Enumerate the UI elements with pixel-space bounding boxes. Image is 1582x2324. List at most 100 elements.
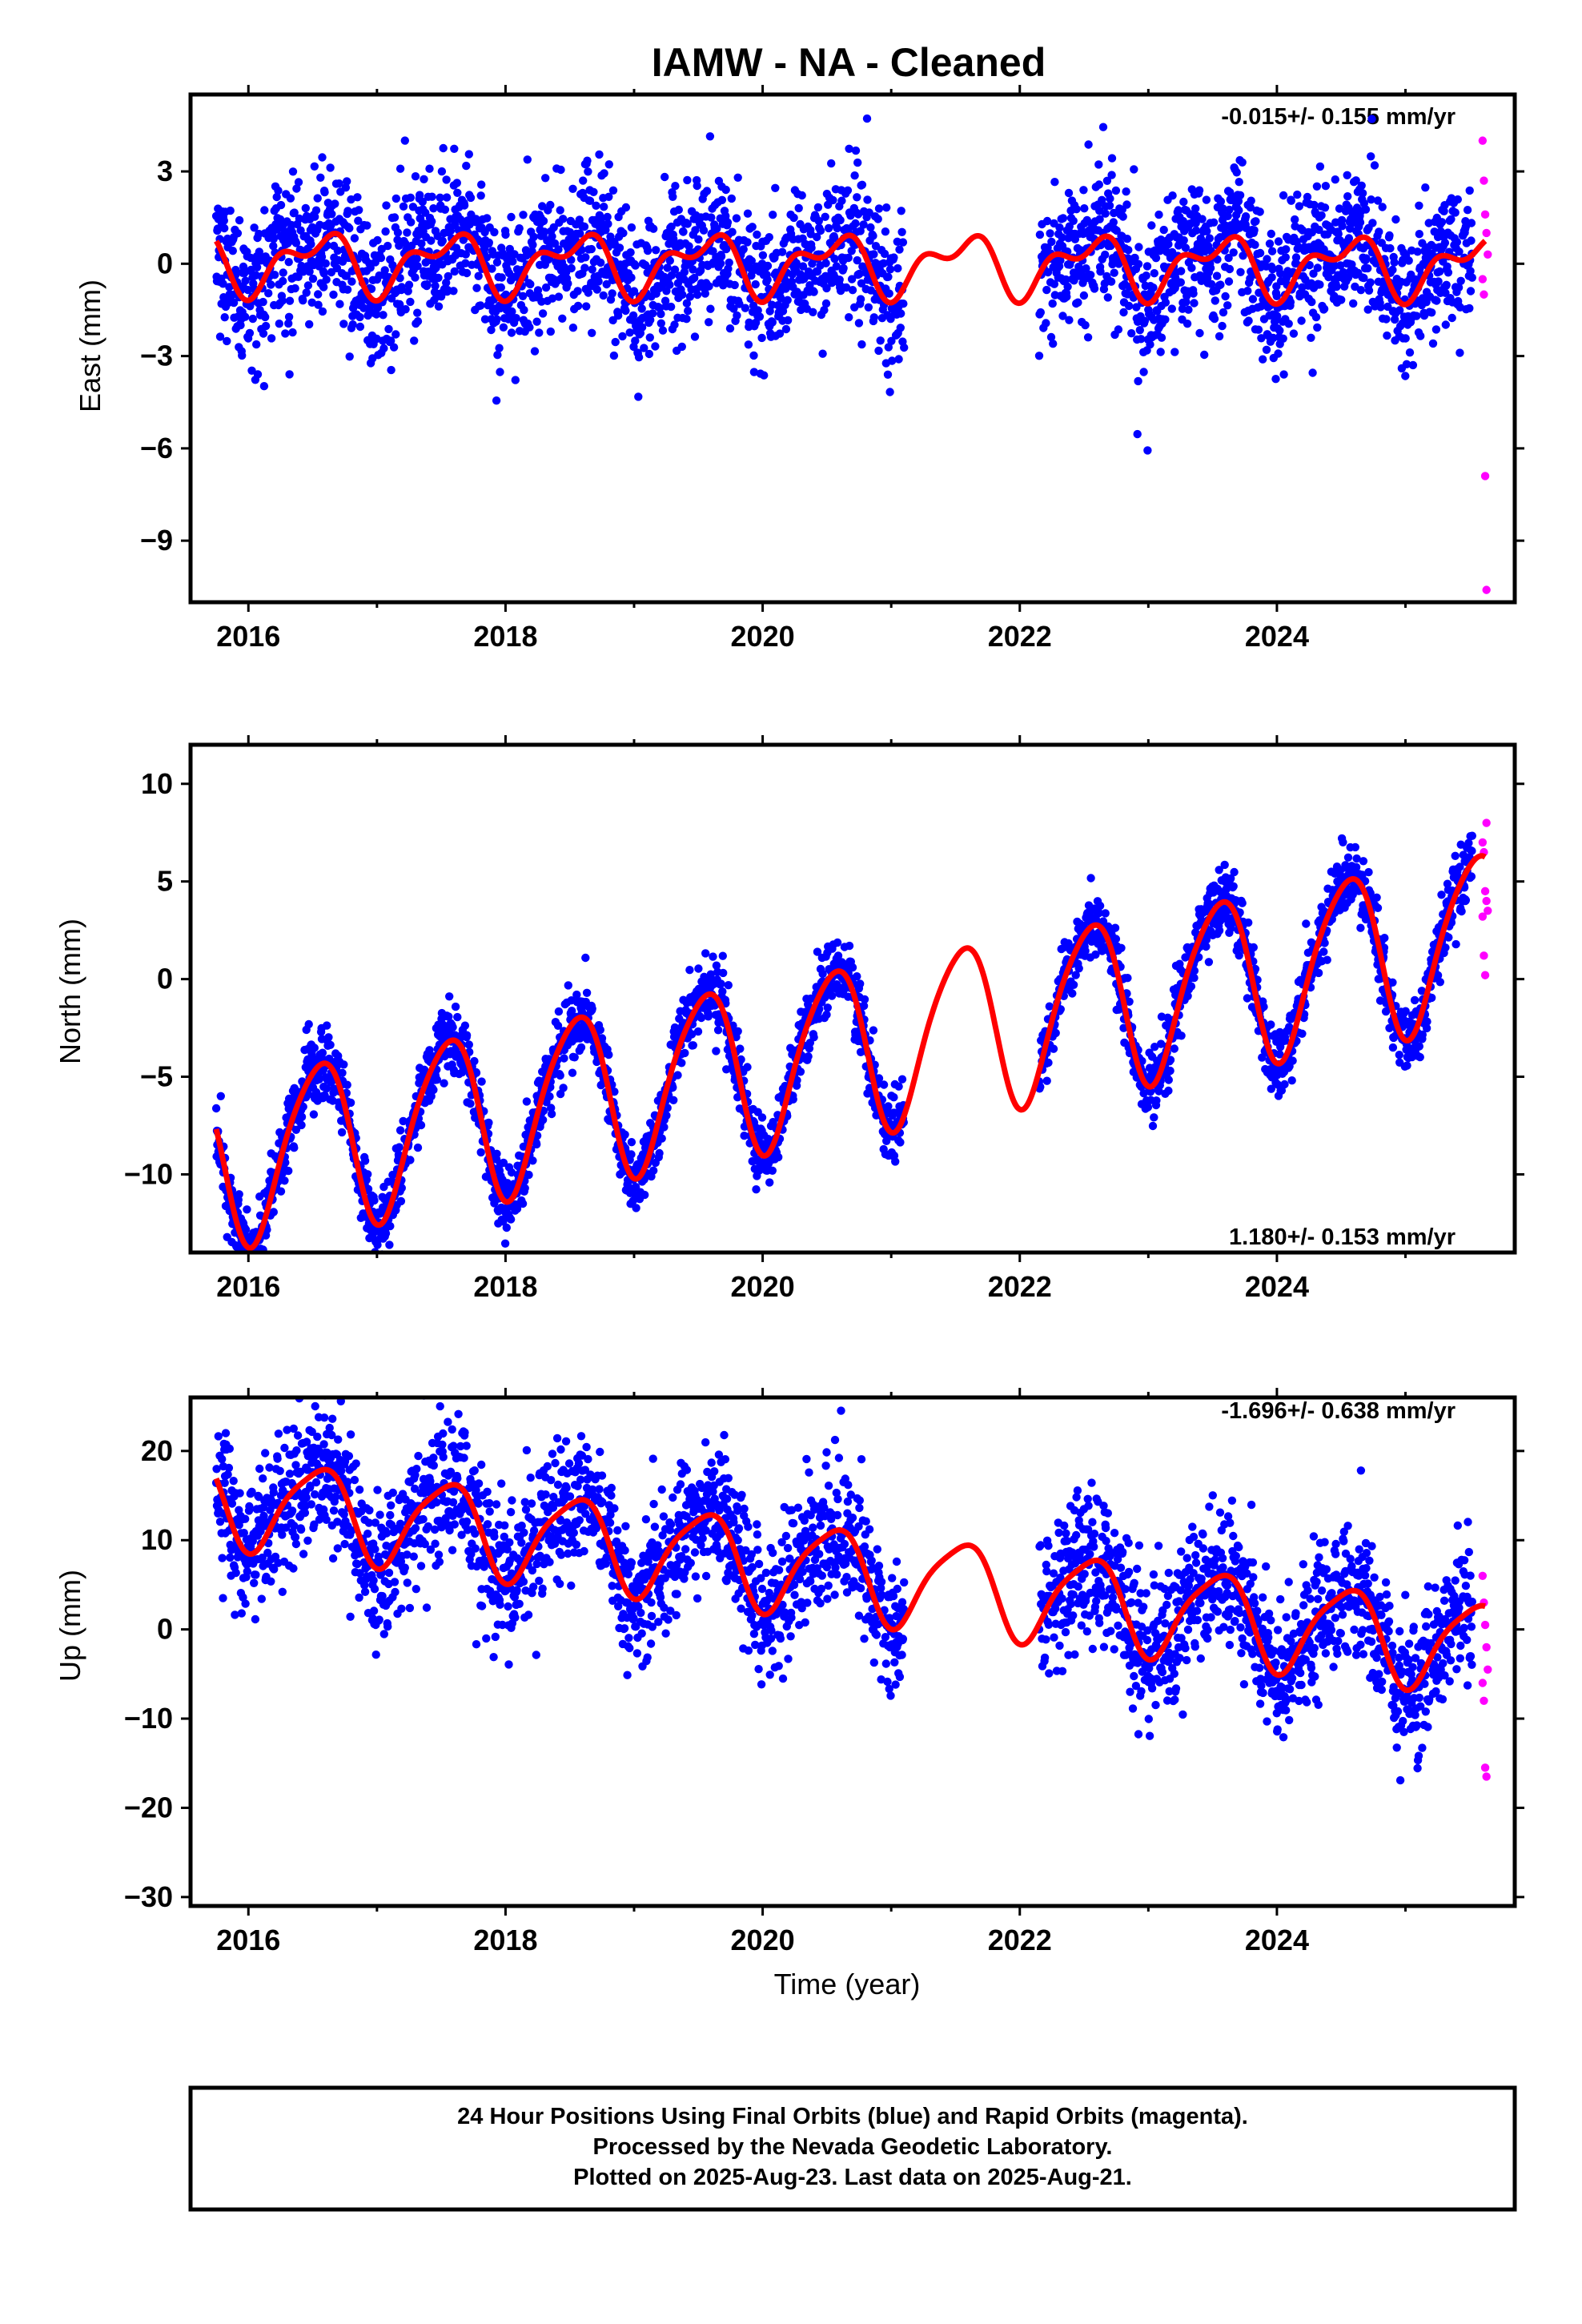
east-final-orbit-point [1122, 200, 1131, 209]
east-final-orbit-point [876, 336, 885, 345]
east-final-orbit-point [1221, 228, 1231, 238]
east-final-orbit-point [568, 184, 577, 193]
east-final-orbit-point [1212, 271, 1222, 280]
east-final-orbit-point [1465, 186, 1474, 195]
east-final-orbit-point [1058, 312, 1067, 320]
east-final-orbit-point [311, 212, 319, 221]
east-final-orbit-point [1111, 186, 1121, 195]
east-final-orbit-point [259, 382, 269, 391]
east-final-orbit-point [1219, 308, 1228, 317]
north-final-orbit-point [869, 1026, 878, 1035]
east-final-orbit-point [1209, 218, 1219, 227]
east-final-orbit-point [652, 246, 661, 255]
north-final-orbit-point [284, 1166, 293, 1176]
north-final-orbit-point [547, 1109, 556, 1119]
east-final-orbit-point [727, 194, 736, 203]
north-final-orbit-point [243, 1205, 251, 1214]
east-final-orbit-point [396, 274, 404, 283]
east-final-orbit-point [1415, 230, 1424, 239]
east-final-orbit-point [1101, 250, 1110, 259]
north-final-orbit-point [553, 1021, 563, 1031]
east-final-orbit-point [1150, 269, 1159, 278]
east-final-orbit-point [1124, 301, 1134, 311]
east-final-orbit-point [1331, 175, 1340, 184]
east-final-orbit-point [375, 271, 383, 280]
east-final-orbit-point [413, 308, 422, 317]
east-final-orbit-point [428, 217, 436, 226]
east-final-orbit-point [741, 304, 750, 312]
east-final-orbit-point [286, 194, 295, 203]
east-final-orbit-point [862, 114, 872, 123]
east-final-orbit-point [1311, 312, 1321, 322]
east-final-orbit-point [301, 203, 310, 213]
east-final-orbit-point [327, 210, 336, 219]
east-final-orbit-point [267, 334, 276, 343]
east-final-orbit-point [1248, 295, 1258, 304]
north-final-orbit-point [879, 1080, 889, 1089]
east-final-orbit-point [768, 318, 777, 327]
east-final-orbit-point [1447, 215, 1456, 223]
east-x-tick-label: 2020 [731, 620, 795, 653]
east-final-orbit-point [219, 279, 227, 288]
east-final-orbit-point [573, 287, 582, 296]
east-final-orbit-point [425, 164, 434, 173]
east-final-orbit-point [331, 199, 339, 208]
east-final-orbit-point [749, 351, 758, 360]
east-final-orbit-point [619, 228, 628, 238]
east-final-orbit-point [1434, 277, 1443, 286]
east-final-orbit-point [743, 209, 753, 218]
east-final-orbit-point [1151, 254, 1161, 263]
east-final-orbit-point [1221, 292, 1230, 301]
east-final-orbit-point [629, 287, 639, 296]
east-final-orbit-point [717, 252, 726, 261]
east-final-orbit-point [496, 283, 505, 292]
east-final-orbit-point [404, 287, 412, 296]
east-final-orbit-point [321, 259, 330, 268]
east-final-orbit-point [1050, 279, 1059, 288]
east-final-orbit-point [1466, 287, 1476, 296]
east-final-orbit-point [897, 207, 905, 215]
east-final-orbit-point [461, 259, 470, 267]
east-final-orbit-point [1291, 253, 1301, 262]
east-final-orbit-point [1157, 333, 1166, 342]
east-final-orbit-point [1105, 201, 1114, 210]
east-final-orbit-point [341, 183, 351, 192]
north-final-orbit-point [693, 1027, 703, 1036]
north-final-orbit-point [649, 1166, 658, 1175]
east-final-orbit-point [678, 290, 687, 300]
east-final-orbit-point [434, 273, 443, 283]
east-final-orbit-point [1110, 208, 1118, 218]
east-final-orbit-point [476, 301, 485, 310]
east-final-orbit-point [781, 324, 791, 334]
east-final-orbit-point [231, 265, 240, 275]
north-final-orbit-point [1101, 909, 1110, 918]
east-final-orbit-point [1307, 333, 1315, 342]
east-final-orbit-point [1373, 196, 1383, 205]
east-rapid-orbit-point [1480, 472, 1490, 480]
east-final-orbit-point [580, 222, 589, 231]
east-final-orbit-point [284, 258, 293, 267]
east-final-orbit-point [621, 306, 630, 316]
north-final-orbit-point [793, 1076, 801, 1085]
east-final-orbit-point [1319, 304, 1329, 313]
east-final-orbit-point [1303, 192, 1312, 202]
north-final-orbit-point [709, 952, 717, 961]
east-final-orbit-point [841, 283, 851, 292]
east-final-orbit-point [1276, 269, 1285, 278]
north-final-orbit-point [1049, 1044, 1058, 1053]
east-final-orbit-point [1275, 326, 1284, 335]
north-final-orbit-point [1148, 1121, 1158, 1131]
east-final-orbit-point [1119, 308, 1128, 317]
north-final-orbit-point [440, 1079, 448, 1088]
east-final-orbit-point [1463, 206, 1472, 215]
east-final-orbit-point [847, 275, 857, 283]
east-final-orbit-point [274, 186, 283, 195]
east-final-orbit-point [627, 273, 636, 282]
east-final-orbit-point [666, 302, 676, 312]
east-final-orbit-point [1364, 286, 1374, 295]
east-final-orbit-point [233, 229, 243, 238]
north-final-orbit-point [701, 949, 710, 958]
east-final-orbit-point [446, 227, 456, 235]
east-final-orbit-point [615, 243, 624, 252]
east-final-orbit-point [1124, 246, 1133, 255]
